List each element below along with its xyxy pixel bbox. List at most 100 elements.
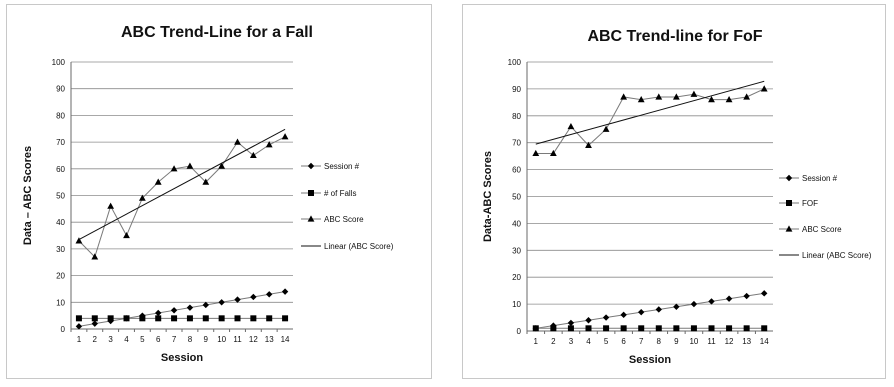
data-point (75, 315, 82, 322)
legend-marker (308, 190, 314, 196)
y-tick-label: 90 (512, 85, 521, 94)
x-tick-label: 12 (725, 337, 734, 346)
series-line (535, 292, 765, 329)
x-tick-label: 1 (534, 337, 539, 346)
y-tick-label: 60 (56, 165, 65, 174)
data-point (186, 304, 194, 311)
data-point (75, 323, 83, 330)
trendline (535, 80, 765, 145)
data-point (170, 165, 178, 172)
x-tick-label: 1 (77, 335, 82, 344)
legend-marker (786, 200, 792, 206)
data-point (585, 141, 592, 148)
x-tick-label: 13 (265, 335, 274, 344)
legend-label: ABC Score (802, 225, 842, 234)
y-tick-label: 10 (512, 300, 521, 309)
data-point (638, 325, 645, 332)
data-point (549, 149, 557, 157)
legend-item-linear-abc-score: Linear (ABC Score) (301, 242, 394, 251)
data-point (186, 315, 193, 322)
data-point (602, 125, 610, 132)
data-point (202, 315, 209, 322)
data-point (567, 122, 575, 130)
series-session (75, 288, 289, 330)
data-point (154, 178, 162, 185)
legend-marker (307, 215, 315, 222)
data-point (725, 295, 733, 302)
legend-label: Session # (802, 174, 838, 183)
x-axis-title: Session (161, 352, 203, 364)
data-point (91, 315, 98, 322)
x-tick-label: 8 (188, 335, 193, 344)
data-point (672, 93, 680, 100)
series-linear-abc-score (535, 80, 765, 145)
series-line (78, 136, 286, 258)
data-point (75, 237, 83, 244)
x-tick-label: 10 (217, 335, 226, 344)
legend-label: Linear (ABC Score) (802, 251, 872, 260)
x-tick-label: 2 (551, 337, 556, 346)
legend-item-linear-abc-score: Linear (ABC Score) (779, 251, 872, 260)
data-point (202, 178, 210, 185)
y-tick-label: 60 (512, 166, 521, 175)
data-point (155, 309, 162, 317)
data-point (760, 85, 768, 92)
x-tick-label: 9 (674, 337, 679, 346)
data-point (171, 315, 178, 322)
series-abc-score (75, 133, 289, 260)
data-point (155, 315, 162, 322)
data-point (91, 320, 98, 327)
y-tick-label: 100 (508, 58, 522, 67)
chart-svg-abc-fall: ABC Trend-Line for a Fall 0 10 20 30 40 50 60 70… (22, 24, 394, 364)
data-point (234, 138, 241, 145)
data-point (266, 315, 273, 322)
legend-marker (307, 162, 315, 170)
y-tick-label: 30 (512, 246, 521, 255)
y-tick-label: 10 (56, 298, 65, 307)
data-point (250, 315, 257, 322)
data-point (202, 301, 209, 309)
data-point (265, 141, 273, 148)
x-tick-label: 11 (707, 337, 716, 346)
y-tick-label: 20 (512, 273, 521, 282)
legend-marker (785, 225, 793, 232)
x-tick-label: 5 (140, 335, 145, 344)
series-fof (532, 325, 768, 332)
data-point (620, 311, 627, 319)
data-point (281, 133, 289, 140)
data-point (708, 96, 715, 103)
data-point (673, 325, 680, 332)
data-point (603, 325, 610, 332)
legend-label: Linear (ABC Score) (324, 242, 394, 251)
data-point (655, 93, 663, 100)
x-tick-label: 8 (657, 337, 662, 346)
series-linear-abc-score (78, 128, 286, 241)
data-point (234, 296, 241, 303)
data-point (139, 315, 146, 322)
data-point (567, 319, 575, 327)
x-tick-label: 6 (621, 337, 626, 346)
x-tick-label: 7 (172, 335, 177, 344)
chart-title: ABC Trend-Line for a Fall (121, 24, 313, 41)
data-point (743, 325, 750, 332)
data-point (91, 253, 99, 260)
chart-panel-abc-fof: ABC Trend-line for FoF 0 10 20 30 40 50 60 70 80 9… (462, 4, 886, 379)
y-tick-label: 80 (56, 111, 65, 120)
x-tick-label: 2 (93, 335, 98, 344)
data-point (602, 314, 610, 321)
data-point (743, 93, 751, 100)
x-tick-label: 5 (604, 337, 609, 346)
x-tick-label: 6 (156, 335, 161, 344)
data-point (234, 315, 241, 322)
legend-label: ABC Score (324, 215, 364, 224)
data-point (708, 298, 715, 305)
trendline (78, 128, 286, 241)
y-tick-label: 0 (61, 325, 66, 334)
legend-item-of-falls: # of Falls (301, 189, 356, 198)
data-point (725, 96, 733, 103)
x-tick-label: 13 (742, 337, 751, 346)
legend-item-fof: FOF (779, 199, 818, 208)
data-point (186, 162, 194, 169)
series-abc-score (532, 85, 768, 157)
data-point (567, 325, 574, 332)
